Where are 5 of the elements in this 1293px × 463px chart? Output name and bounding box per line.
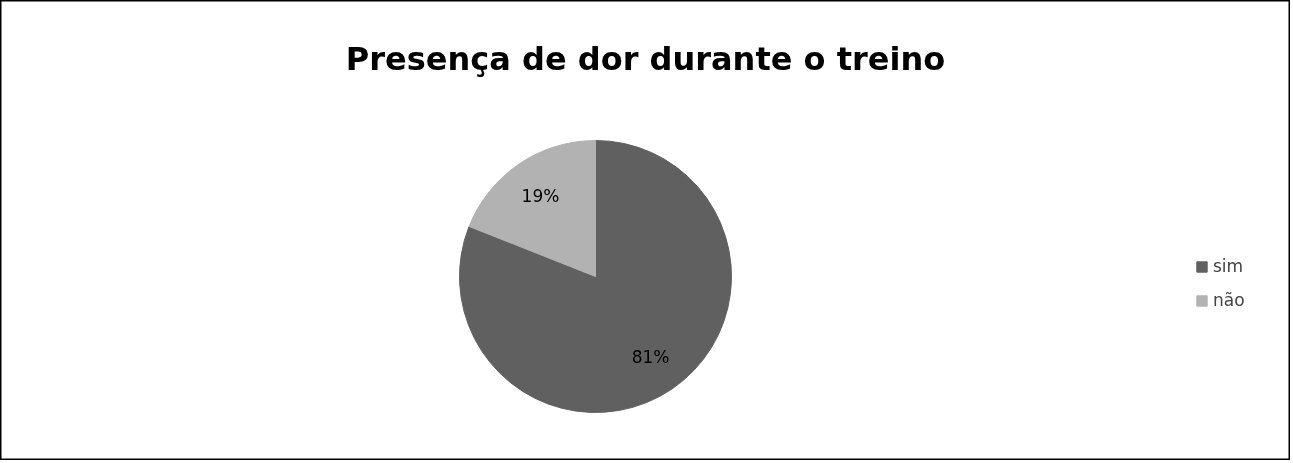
legend-label: sim	[1213, 256, 1244, 276]
data-label: 81%	[631, 347, 670, 368]
chart-title: Presença de dor durante o treino	[345, 39, 946, 78]
legend-label: não	[1213, 290, 1245, 310]
data-label: 19%	[521, 185, 560, 206]
